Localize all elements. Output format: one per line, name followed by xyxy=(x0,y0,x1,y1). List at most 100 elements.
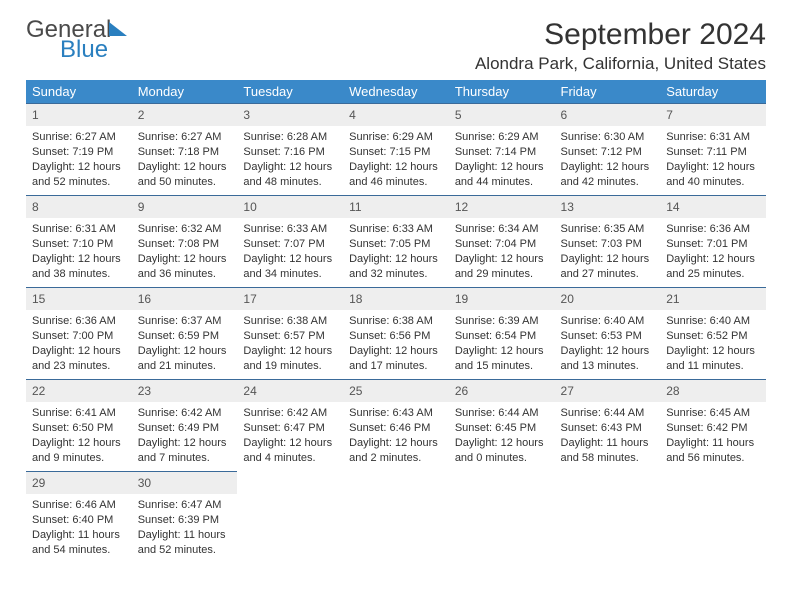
daylight-line: Daylight: 12 hours and 44 minutes. xyxy=(455,160,549,190)
day-number: 8 xyxy=(26,195,132,218)
sunset-line: Sunset: 6:54 PM xyxy=(455,329,549,344)
day-number: 9 xyxy=(132,195,238,218)
sunset-line: Sunset: 6:42 PM xyxy=(666,421,760,436)
daylight-line: Daylight: 12 hours and 4 minutes. xyxy=(243,436,337,466)
day-body: Sunrise: 6:40 AMSunset: 6:52 PMDaylight:… xyxy=(660,310,766,375)
logo: General Blue xyxy=(26,18,127,62)
calendar-day-cell: 25Sunrise: 6:43 AMSunset: 6:46 PMDayligh… xyxy=(343,379,449,471)
sunset-line: Sunset: 7:08 PM xyxy=(138,237,232,252)
day-body: Sunrise: 6:29 AMSunset: 7:15 PMDaylight:… xyxy=(343,126,449,191)
day-body: Sunrise: 6:39 AMSunset: 6:54 PMDaylight:… xyxy=(449,310,555,375)
day-number: 5 xyxy=(449,103,555,126)
calendar-day-cell: 10Sunrise: 6:33 AMSunset: 7:07 PMDayligh… xyxy=(237,195,343,287)
calendar-week-row: 29Sunrise: 6:46 AMSunset: 6:40 PMDayligh… xyxy=(26,471,766,563)
day-body: Sunrise: 6:31 AMSunset: 7:10 PMDaylight:… xyxy=(26,218,132,283)
calendar-day-cell: 9Sunrise: 6:32 AMSunset: 7:08 PMDaylight… xyxy=(132,195,238,287)
calendar-header-row: SundayMondayTuesdayWednesdayThursdayFrid… xyxy=(26,80,766,103)
sunset-line: Sunset: 6:57 PM xyxy=(243,329,337,344)
day-number: 10 xyxy=(237,195,343,218)
calendar-day-cell: 21Sunrise: 6:40 AMSunset: 6:52 PMDayligh… xyxy=(660,287,766,379)
sunrise-line: Sunrise: 6:31 AM xyxy=(32,222,126,237)
calendar-day-cell: 14Sunrise: 6:36 AMSunset: 7:01 PMDayligh… xyxy=(660,195,766,287)
sunrise-line: Sunrise: 6:47 AM xyxy=(138,498,232,513)
sunset-line: Sunset: 7:14 PM xyxy=(455,145,549,160)
sunset-line: Sunset: 7:16 PM xyxy=(243,145,337,160)
day-number: 23 xyxy=(132,379,238,402)
calendar-day-cell: 1Sunrise: 6:27 AMSunset: 7:19 PMDaylight… xyxy=(26,103,132,195)
calendar-day-cell: 7Sunrise: 6:31 AMSunset: 7:11 PMDaylight… xyxy=(660,103,766,195)
calendar-day-cell: 15Sunrise: 6:36 AMSunset: 7:00 PMDayligh… xyxy=(26,287,132,379)
sunrise-line: Sunrise: 6:40 AM xyxy=(666,314,760,329)
sunset-line: Sunset: 6:59 PM xyxy=(138,329,232,344)
sunrise-line: Sunrise: 6:29 AM xyxy=(349,130,443,145)
calendar-day-cell: 6Sunrise: 6:30 AMSunset: 7:12 PMDaylight… xyxy=(555,103,661,195)
sunrise-line: Sunrise: 6:43 AM xyxy=(349,406,443,421)
sunrise-line: Sunrise: 6:39 AM xyxy=(455,314,549,329)
day-number: 19 xyxy=(449,287,555,310)
calendar-day-cell: 11Sunrise: 6:33 AMSunset: 7:05 PMDayligh… xyxy=(343,195,449,287)
sunset-line: Sunset: 6:47 PM xyxy=(243,421,337,436)
sunrise-line: Sunrise: 6:38 AM xyxy=(243,314,337,329)
daylight-line: Daylight: 12 hours and 0 minutes. xyxy=(455,436,549,466)
sunrise-line: Sunrise: 6:33 AM xyxy=(243,222,337,237)
day-number: 25 xyxy=(343,379,449,402)
sunrise-line: Sunrise: 6:44 AM xyxy=(455,406,549,421)
weekday-header: Thursday xyxy=(449,80,555,103)
day-body: Sunrise: 6:27 AMSunset: 7:18 PMDaylight:… xyxy=(132,126,238,191)
day-number: 16 xyxy=(132,287,238,310)
sunrise-line: Sunrise: 6:34 AM xyxy=(455,222,549,237)
daylight-line: Daylight: 12 hours and 34 minutes. xyxy=(243,252,337,282)
location: Alondra Park, California, United States xyxy=(475,54,766,74)
title-block: September 2024 Alondra Park, California,… xyxy=(475,18,766,74)
day-body: Sunrise: 6:42 AMSunset: 6:47 PMDaylight:… xyxy=(237,402,343,467)
day-number: 22 xyxy=(26,379,132,402)
day-body: Sunrise: 6:40 AMSunset: 6:53 PMDaylight:… xyxy=(555,310,661,375)
day-number: 11 xyxy=(343,195,449,218)
daylight-line: Daylight: 12 hours and 11 minutes. xyxy=(666,344,760,374)
day-body: Sunrise: 6:42 AMSunset: 6:49 PMDaylight:… xyxy=(132,402,238,467)
day-body: Sunrise: 6:29 AMSunset: 7:14 PMDaylight:… xyxy=(449,126,555,191)
calendar-day-cell: 20Sunrise: 6:40 AMSunset: 6:53 PMDayligh… xyxy=(555,287,661,379)
sunset-line: Sunset: 7:15 PM xyxy=(349,145,443,160)
day-number: 1 xyxy=(26,103,132,126)
sunset-line: Sunset: 7:10 PM xyxy=(32,237,126,252)
day-number: 30 xyxy=(132,471,238,494)
sunset-line: Sunset: 7:00 PM xyxy=(32,329,126,344)
daylight-line: Daylight: 12 hours and 25 minutes. xyxy=(666,252,760,282)
day-body: Sunrise: 6:30 AMSunset: 7:12 PMDaylight:… xyxy=(555,126,661,191)
day-number: 3 xyxy=(237,103,343,126)
sunrise-line: Sunrise: 6:33 AM xyxy=(349,222,443,237)
header: General Blue September 2024 Alondra Park… xyxy=(26,18,766,74)
calendar-day-cell xyxy=(449,471,555,563)
day-body: Sunrise: 6:44 AMSunset: 6:43 PMDaylight:… xyxy=(555,402,661,467)
daylight-line: Daylight: 12 hours and 15 minutes. xyxy=(455,344,549,374)
sunset-line: Sunset: 6:40 PM xyxy=(32,513,126,528)
daylight-line: Daylight: 12 hours and 9 minutes. xyxy=(32,436,126,466)
daylight-line: Daylight: 12 hours and 46 minutes. xyxy=(349,160,443,190)
sunrise-line: Sunrise: 6:46 AM xyxy=(32,498,126,513)
daylight-line: Daylight: 12 hours and 7 minutes. xyxy=(138,436,232,466)
calendar-day-cell: 29Sunrise: 6:46 AMSunset: 6:40 PMDayligh… xyxy=(26,471,132,563)
day-number: 28 xyxy=(660,379,766,402)
weekday-header: Wednesday xyxy=(343,80,449,103)
daylight-line: Daylight: 11 hours and 56 minutes. xyxy=(666,436,760,466)
sunset-line: Sunset: 7:03 PM xyxy=(561,237,655,252)
calendar-day-cell: 8Sunrise: 6:31 AMSunset: 7:10 PMDaylight… xyxy=(26,195,132,287)
calendar-week-row: 1Sunrise: 6:27 AMSunset: 7:19 PMDaylight… xyxy=(26,103,766,195)
month-title: September 2024 xyxy=(475,18,766,52)
daylight-line: Daylight: 12 hours and 32 minutes. xyxy=(349,252,443,282)
logo-text-bottom: Blue xyxy=(60,38,127,62)
daylight-line: Daylight: 12 hours and 40 minutes. xyxy=(666,160,760,190)
calendar-week-row: 8Sunrise: 6:31 AMSunset: 7:10 PMDaylight… xyxy=(26,195,766,287)
day-body: Sunrise: 6:44 AMSunset: 6:45 PMDaylight:… xyxy=(449,402,555,467)
daylight-line: Daylight: 12 hours and 36 minutes. xyxy=(138,252,232,282)
calendar-day-cell xyxy=(660,471,766,563)
day-number: 14 xyxy=(660,195,766,218)
daylight-line: Daylight: 12 hours and 48 minutes. xyxy=(243,160,337,190)
sunset-line: Sunset: 7:18 PM xyxy=(138,145,232,160)
calendar-day-cell: 23Sunrise: 6:42 AMSunset: 6:49 PMDayligh… xyxy=(132,379,238,471)
day-body: Sunrise: 6:32 AMSunset: 7:08 PMDaylight:… xyxy=(132,218,238,283)
sunset-line: Sunset: 6:45 PM xyxy=(455,421,549,436)
daylight-line: Daylight: 12 hours and 52 minutes. xyxy=(32,160,126,190)
calendar-day-cell: 19Sunrise: 6:39 AMSunset: 6:54 PMDayligh… xyxy=(449,287,555,379)
